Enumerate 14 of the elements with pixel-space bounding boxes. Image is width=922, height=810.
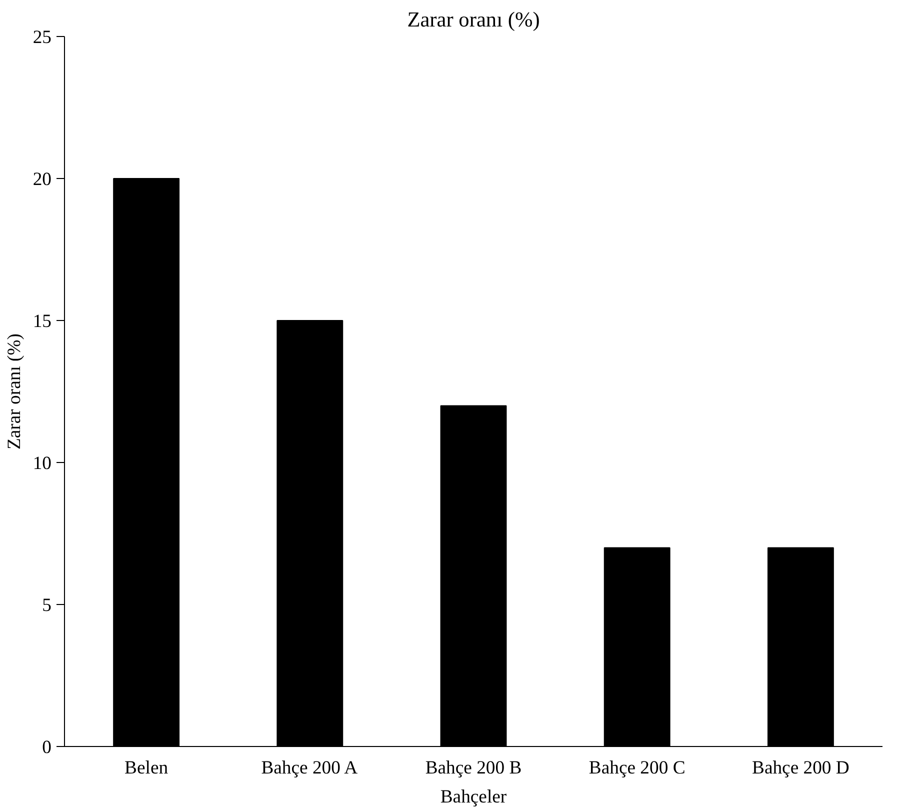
x-tick-label: Bahçe 200 C: [588, 758, 686, 778]
y-tick-label: 15: [32, 311, 52, 332]
y-tick-label: 10: [32, 453, 52, 474]
chart-title: Zarar oranı (%): [407, 8, 540, 32]
y-tick-label: 5: [42, 595, 52, 616]
y-axis-title: Zarar oranı (%): [4, 333, 25, 450]
x-tick-label: Bahçe 200 A: [261, 758, 358, 778]
y-tick-label: 20: [32, 169, 52, 190]
y-tick-label: 0: [42, 737, 52, 758]
x-tick-label: Bahçe 200 B: [425, 758, 522, 778]
x-tick-label: Bahçe 200 D: [752, 758, 850, 778]
x-axis-title: Bahçeler: [440, 786, 508, 808]
y-tick-label: 25: [32, 27, 52, 48]
x-tick-label: Belen: [124, 758, 169, 778]
